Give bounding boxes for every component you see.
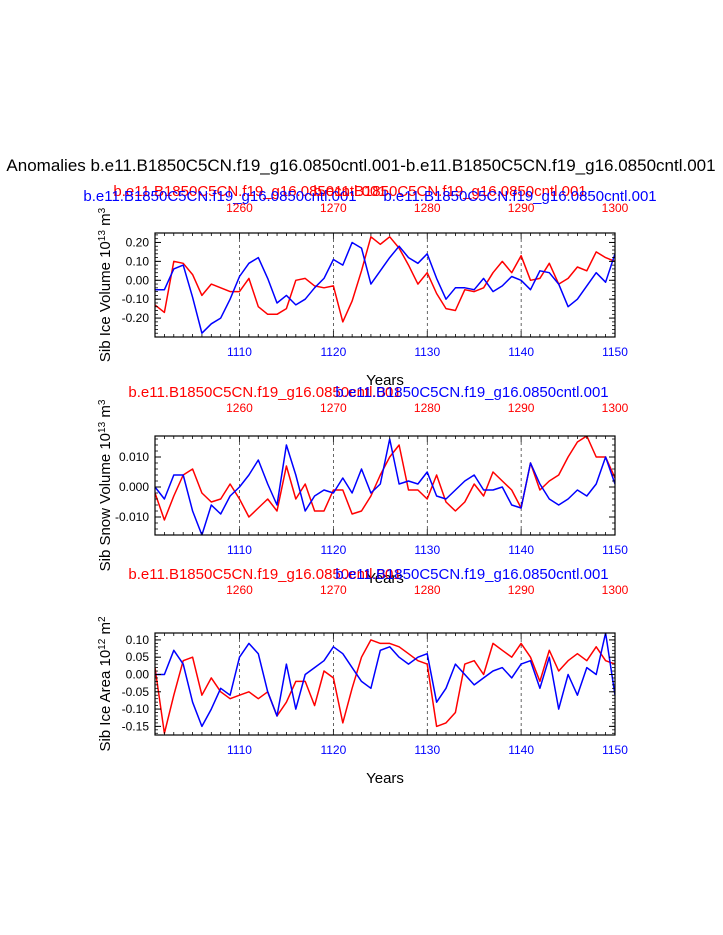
top-tick-label: 1300 (602, 401, 629, 415)
y-label-part: m (97, 405, 114, 422)
y-label-superscript: 3 (97, 207, 108, 213)
y-tick-label: 0.000 (119, 480, 149, 494)
red-series-title: b.e11.B1850C5CN.f19_g16.0850cntl.001 (113, 183, 386, 200)
bottom-tick-label: 1150 (602, 743, 628, 757)
bottom-tick-label: 1120 (320, 743, 346, 757)
x-axis-label: Years (366, 372, 404, 389)
bottom-tick-label: 1120 (320, 543, 346, 557)
y-tick-label: 0.10 (126, 254, 150, 268)
y-label-superscript: 13 (97, 230, 108, 242)
bottom-tick-label: 1110 (227, 743, 252, 757)
top-tick-label: 1260 (226, 583, 253, 597)
series-line-red (155, 639, 615, 735)
top-tick-label: 1300 (602, 583, 629, 597)
bottom-tick-label: 1140 (508, 543, 534, 557)
y-label-part: m (97, 622, 114, 639)
y-tick-label: 0.00 (126, 273, 150, 287)
series-group (155, 236, 615, 334)
series-line-blue (155, 438, 615, 535)
blue-series-title: b.e11.B1850C5CN.f19_g16.0850cntl.001 (83, 188, 356, 205)
panel-3: b.e11.B1850C5CN.f19_g16.0850cntl.001b.e1… (97, 566, 629, 787)
red-series-title: b.e11.B1850C5CN.f19_g16.0850cntl.001 (128, 384, 401, 401)
top-tick-label: 1270 (320, 401, 347, 415)
y-tick-label: -0.15 (122, 719, 150, 733)
y-label-part: Sib Ice Volume 10 (97, 241, 114, 362)
blue-series-title: b.e11.B1850C5CN.f19_g16.0850cntl.001 (335, 566, 608, 583)
top-tick-label: 1300 (602, 201, 629, 215)
series-line-blue (155, 633, 615, 728)
y-tick-label: -0.05 (122, 685, 150, 699)
top-tick-label: 1280 (414, 401, 441, 415)
bottom-tick-label: 1140 (508, 743, 534, 757)
plot-frame (154, 232, 616, 338)
top-tick-label: 1260 (226, 201, 253, 215)
series-line-red (155, 236, 615, 323)
blue-series-title: b.e11.B1850C5CN.f19_g16.0850cntl.001 (335, 384, 608, 401)
bottom-tick-label: 1130 (414, 743, 440, 757)
red-series-title: b.e11.B1850C5CN.f19_g16.0850cntl.001 (128, 566, 401, 583)
top-tick-label: 1280 (414, 583, 441, 597)
top-tick-label: 1280 (414, 201, 441, 215)
y-label-superscript: 12 (97, 638, 108, 650)
panel-2: b.e11.B1850C5CN.f19_g16.0850cntl.001b.e1… (97, 384, 629, 587)
y-tick-label: 0.05 (126, 650, 150, 664)
y-label-part: Sib Ice Area 10 (97, 650, 114, 752)
bottom-tick-label: 1140 (508, 345, 534, 359)
top-tick-label: 1260 (226, 401, 253, 415)
y-tick-label: 0.10 (126, 633, 150, 647)
bottom-tick-label: 1130 (414, 345, 440, 359)
top-tick-label: 1290 (508, 401, 535, 415)
panel-1: b.e11.B1850C5CN.f19_g16.0850cntl.001b.e1… (83, 183, 656, 389)
y-label-superscript: 2 (97, 616, 108, 622)
panels: b.e11.B1850C5CN.f19_g16.0850cntl.001b.e1… (83, 183, 656, 787)
series-group (155, 436, 615, 535)
bottom-tick-label: 1110 (227, 543, 252, 557)
bottom-tick-label: 1130 (414, 543, 440, 557)
y-axis-label: Sib Ice Area 1012 m2 (97, 616, 115, 752)
top-tick-label: 1290 (508, 201, 535, 215)
main-title: Anomalies b.e11.B1850C5CN.f19_g16.0850cn… (6, 156, 715, 175)
y-tick-label: 0.010 (119, 450, 149, 464)
top-tick-label: 1290 (508, 583, 535, 597)
y-tick-label: 0.00 (126, 667, 150, 681)
overlap-title-red: b.e11.B1850C5CN.f19_g16.0850cntl.001 (313, 183, 586, 200)
y-label-part: m (97, 213, 114, 230)
y-axis-label: Sib Ice Volume 1013 m3 (97, 207, 115, 362)
y-tick-label: -0.010 (115, 510, 149, 524)
y-tick-label: -0.10 (122, 702, 150, 716)
bottom-tick-label: 1150 (602, 543, 628, 557)
series-group (155, 633, 615, 735)
x-axis-label: Years (366, 770, 404, 787)
plot-frame (154, 632, 616, 736)
series-line-blue (155, 241, 615, 334)
bottom-tick-label: 1110 (227, 345, 252, 359)
series-line-red (155, 436, 615, 521)
plot-frame (154, 435, 616, 536)
y-tick-label: -0.10 (122, 292, 150, 306)
y-axis-label: Sib Snow Volume 1013 m3 (97, 399, 115, 571)
top-tick-label: 1270 (320, 201, 347, 215)
y-label-part: Sib Snow Volume 10 (97, 433, 114, 571)
y-label-superscript: 13 (97, 421, 108, 433)
overlap-title-blue: b.e11.B1850C5CN.f19_g16.0850cntl.001 (383, 188, 656, 205)
x-axis-label: Years (366, 570, 404, 587)
y-label-superscript: 3 (97, 399, 108, 405)
y-tick-label: 0.20 (126, 235, 150, 249)
bottom-tick-label: 1150 (602, 345, 628, 359)
y-tick-label: -0.20 (122, 311, 150, 325)
top-tick-label: 1270 (320, 583, 347, 597)
bottom-tick-label: 1120 (320, 345, 346, 359)
